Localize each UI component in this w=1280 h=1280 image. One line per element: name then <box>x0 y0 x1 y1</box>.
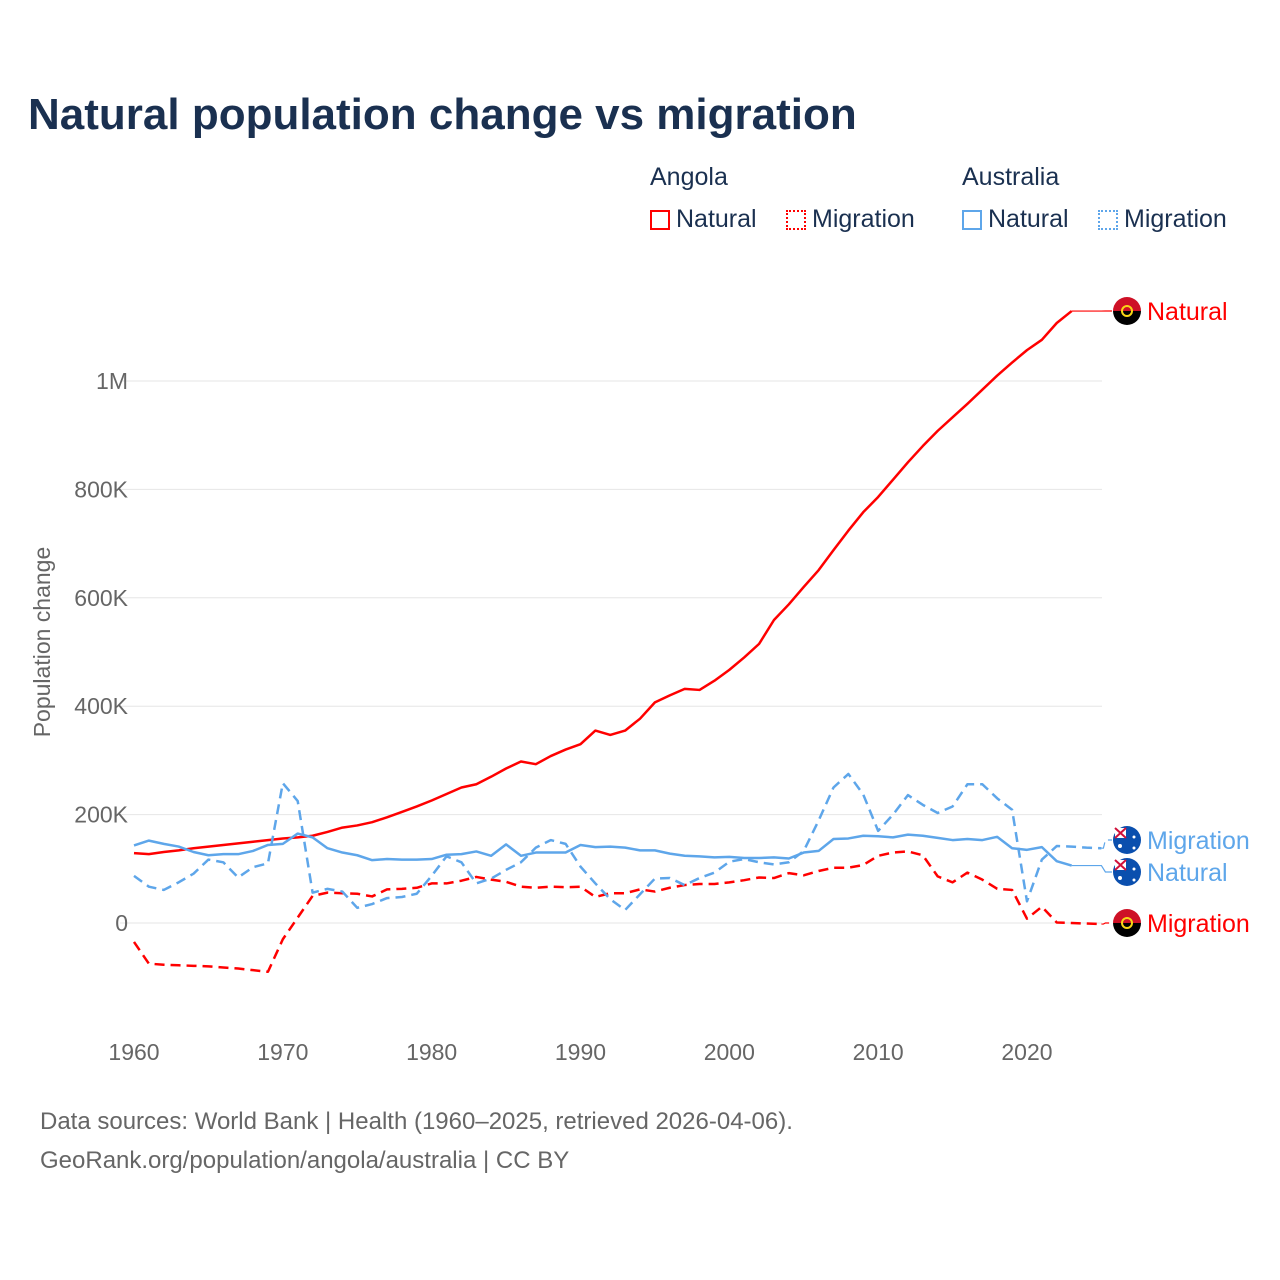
angola-flag-icon <box>1113 909 1141 937</box>
series-end-label: Migration <box>1147 910 1250 938</box>
flag-part <box>1113 923 1141 937</box>
y-tick-label: 1M <box>96 368 128 394</box>
series-end-label: Natural <box>1147 859 1228 887</box>
y-tick-label: 400K <box>74 693 128 719</box>
flag-star <box>1132 846 1136 850</box>
chart-title: Natural population change vs migration <box>28 90 857 139</box>
series-connector <box>1101 839 1112 849</box>
legend-item-australia-migration[interactable]: Migration <box>1098 205 1227 234</box>
x-tick-label: 2000 <box>704 1039 755 1065</box>
flag-part <box>1113 909 1141 923</box>
flag-star <box>1118 876 1122 880</box>
flag-star <box>1118 844 1122 848</box>
flag-part <box>1114 859 1127 871</box>
series-connector <box>1071 864 1112 873</box>
legend-swatch <box>962 210 982 230</box>
legend-label: Migration <box>1124 205 1227 233</box>
australia-flag-icon <box>1113 826 1141 854</box>
y-tick-label: 0 <box>115 910 128 936</box>
legend-item-angola-natural[interactable]: Natural <box>650 205 757 234</box>
series-end-label: Migration <box>1147 827 1250 855</box>
angola-flag-icon <box>1113 297 1141 325</box>
footer-sources: Data sources: World Bank | Health (1960–… <box>40 1108 793 1135</box>
x-tick-label: 1980 <box>406 1039 457 1065</box>
series-connector <box>1101 922 1112 925</box>
footer-credit: GeoRank.org/population/angola/australia … <box>40 1147 570 1174</box>
legend-label: Natural <box>988 205 1069 233</box>
x-tick-label: 2020 <box>1001 1039 1052 1065</box>
legend-item-australia-natural[interactable]: Natural <box>962 205 1069 234</box>
y-axis-label: Population change <box>29 547 55 738</box>
y-tick-label: 200K <box>74 802 128 828</box>
legend-swatch <box>650 210 670 230</box>
flag-emblem <box>1121 917 1133 929</box>
x-tick-label: 1990 <box>555 1039 606 1065</box>
flag-star <box>1132 878 1136 882</box>
series-line-australia-migration <box>133 772 1102 912</box>
x-tick-label: 1960 <box>108 1039 159 1065</box>
series-end-label: Natural <box>1147 298 1228 326</box>
x-tick-label: 2010 <box>853 1039 904 1065</box>
y-tick-label: 800K <box>74 476 128 502</box>
flag-part <box>1114 827 1127 839</box>
series-line-angola-natural <box>133 310 1073 856</box>
legend-group-australia: Australia <box>962 163 1060 191</box>
legend-label: Migration <box>812 205 915 233</box>
australia-flag-icon <box>1113 858 1141 886</box>
legend-group-angola: Angola <box>650 163 728 191</box>
series-line-australia-natural <box>133 832 1072 867</box>
legend-label: Natural <box>676 205 757 233</box>
series-line-angola-migration <box>132 850 1102 974</box>
flag-star <box>1132 867 1136 871</box>
legend-item-angola-migration[interactable]: Migration <box>786 205 915 234</box>
y-tick-label: 600K <box>74 585 128 611</box>
legend-swatch <box>1098 210 1118 230</box>
x-tick-label: 1970 <box>257 1039 308 1065</box>
flag-star <box>1132 835 1136 839</box>
legend-swatch <box>786 210 806 230</box>
flag-part <box>1113 311 1141 325</box>
flag-part <box>1113 297 1141 311</box>
flag-emblem <box>1121 305 1133 317</box>
